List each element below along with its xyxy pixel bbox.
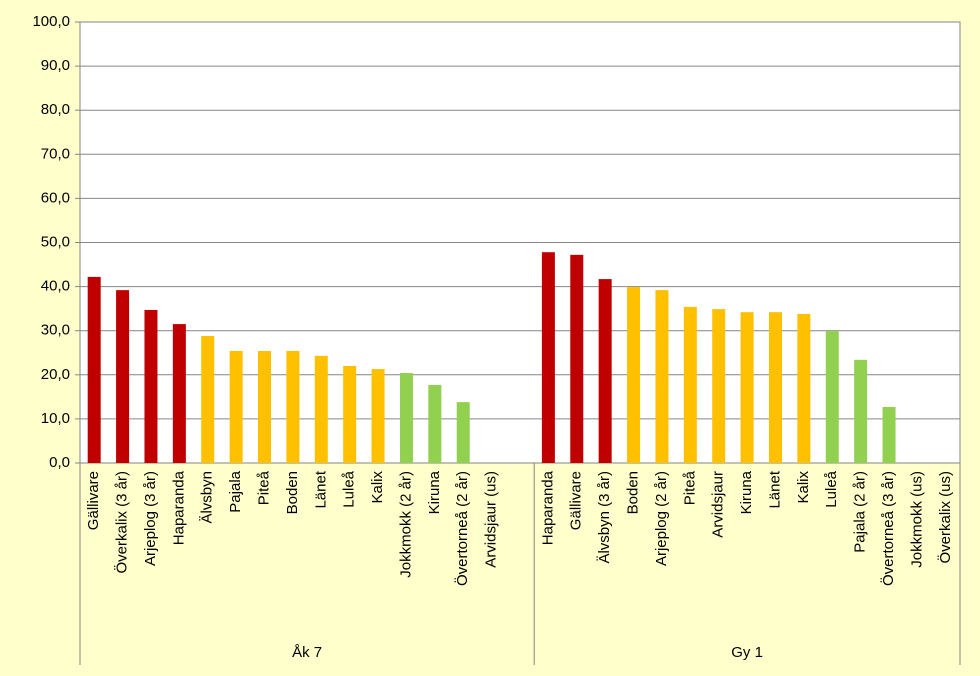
bar xyxy=(768,312,782,463)
x-tick-label: Jokkmokk (us) xyxy=(908,471,925,568)
y-tick-label: 0,0 xyxy=(49,454,70,471)
x-tick-label: Överkalix (us) xyxy=(936,471,954,564)
bar xyxy=(428,384,442,463)
bar xyxy=(286,350,300,463)
y-tick-label: 50,0 xyxy=(41,233,70,250)
bar xyxy=(144,309,158,463)
bar xyxy=(87,276,101,463)
x-tick-label: Piteå xyxy=(255,470,272,505)
bar xyxy=(541,252,555,463)
bar xyxy=(314,355,328,463)
y-tick-label: 10,0 xyxy=(41,410,70,427)
bar xyxy=(712,309,726,463)
bar xyxy=(371,369,385,463)
x-tick-label: Boden xyxy=(284,471,301,514)
x-tick-label: Pajala xyxy=(227,470,244,512)
bar xyxy=(456,402,470,463)
x-tick-label: Jokkmokk (2 år) xyxy=(397,471,414,578)
bar xyxy=(598,279,612,463)
x-tick-label: Älvsbyn (3 år) xyxy=(596,471,613,564)
bar xyxy=(258,350,272,463)
x-tick-label: Haparanda xyxy=(170,470,187,545)
bar xyxy=(683,306,697,463)
bar xyxy=(854,359,868,463)
y-tick-label: 60,0 xyxy=(41,189,70,206)
group-label: Gy 1 xyxy=(731,644,763,661)
bar xyxy=(343,365,357,463)
x-tick-label: Kalix xyxy=(795,471,812,504)
x-tick-label: Arvidsjaur xyxy=(710,471,727,538)
x-tick-label: Luleå xyxy=(823,470,840,507)
bar xyxy=(229,350,243,463)
bar xyxy=(201,335,215,463)
x-tick-label: Länet xyxy=(766,470,783,508)
x-tick-label: Piteå xyxy=(681,470,698,505)
bar xyxy=(627,287,641,463)
plot-border xyxy=(79,21,961,464)
bar xyxy=(655,290,669,463)
bar xyxy=(399,373,413,463)
x-tick-label: Överkalix (3 år) xyxy=(113,471,131,574)
x-tick-label: Arjeplog (2 år) xyxy=(653,471,670,566)
bar xyxy=(570,254,584,463)
y-tick-label: 30,0 xyxy=(41,322,70,339)
x-tick-label: Älvsbyn xyxy=(199,471,216,524)
bar xyxy=(116,290,130,463)
y-tick-label: 20,0 xyxy=(41,366,70,383)
x-tick-label: Länet xyxy=(312,470,329,508)
x-tick-label: Kiruna xyxy=(738,470,755,514)
y-tick-label: 100,0 xyxy=(32,13,70,30)
bar xyxy=(882,406,896,463)
bar xyxy=(797,313,811,463)
bar xyxy=(740,312,754,463)
y-tick-label: 80,0 xyxy=(41,101,70,118)
y-tick-label: 40,0 xyxy=(41,278,70,295)
group-label: Åk 7 xyxy=(292,644,322,661)
x-tick-label: Luleå xyxy=(341,470,358,507)
x-tick-label: Gällivare xyxy=(568,471,585,530)
x-tick-label: Arjeplog (3 år) xyxy=(142,471,159,566)
bar xyxy=(825,331,839,463)
y-tick-label: 70,0 xyxy=(41,145,70,162)
x-tick-label: Gällivare xyxy=(85,471,102,530)
x-tick-label: Arvidsjaur (us) xyxy=(483,471,500,568)
x-tick-label: Övertorneå (2 år) xyxy=(453,471,471,586)
y-tick-label: 90,0 xyxy=(41,57,70,74)
x-tick-label: Pajala (2 år) xyxy=(852,471,869,553)
x-tick-label: Kalix xyxy=(369,471,386,504)
bar xyxy=(172,324,186,463)
x-tick-label: Kiruna xyxy=(426,470,443,514)
x-tick-label: Boden xyxy=(625,471,642,514)
x-tick-label: Övertorneå (3 år) xyxy=(879,471,897,586)
x-tick-label: Haparanda xyxy=(539,470,556,545)
